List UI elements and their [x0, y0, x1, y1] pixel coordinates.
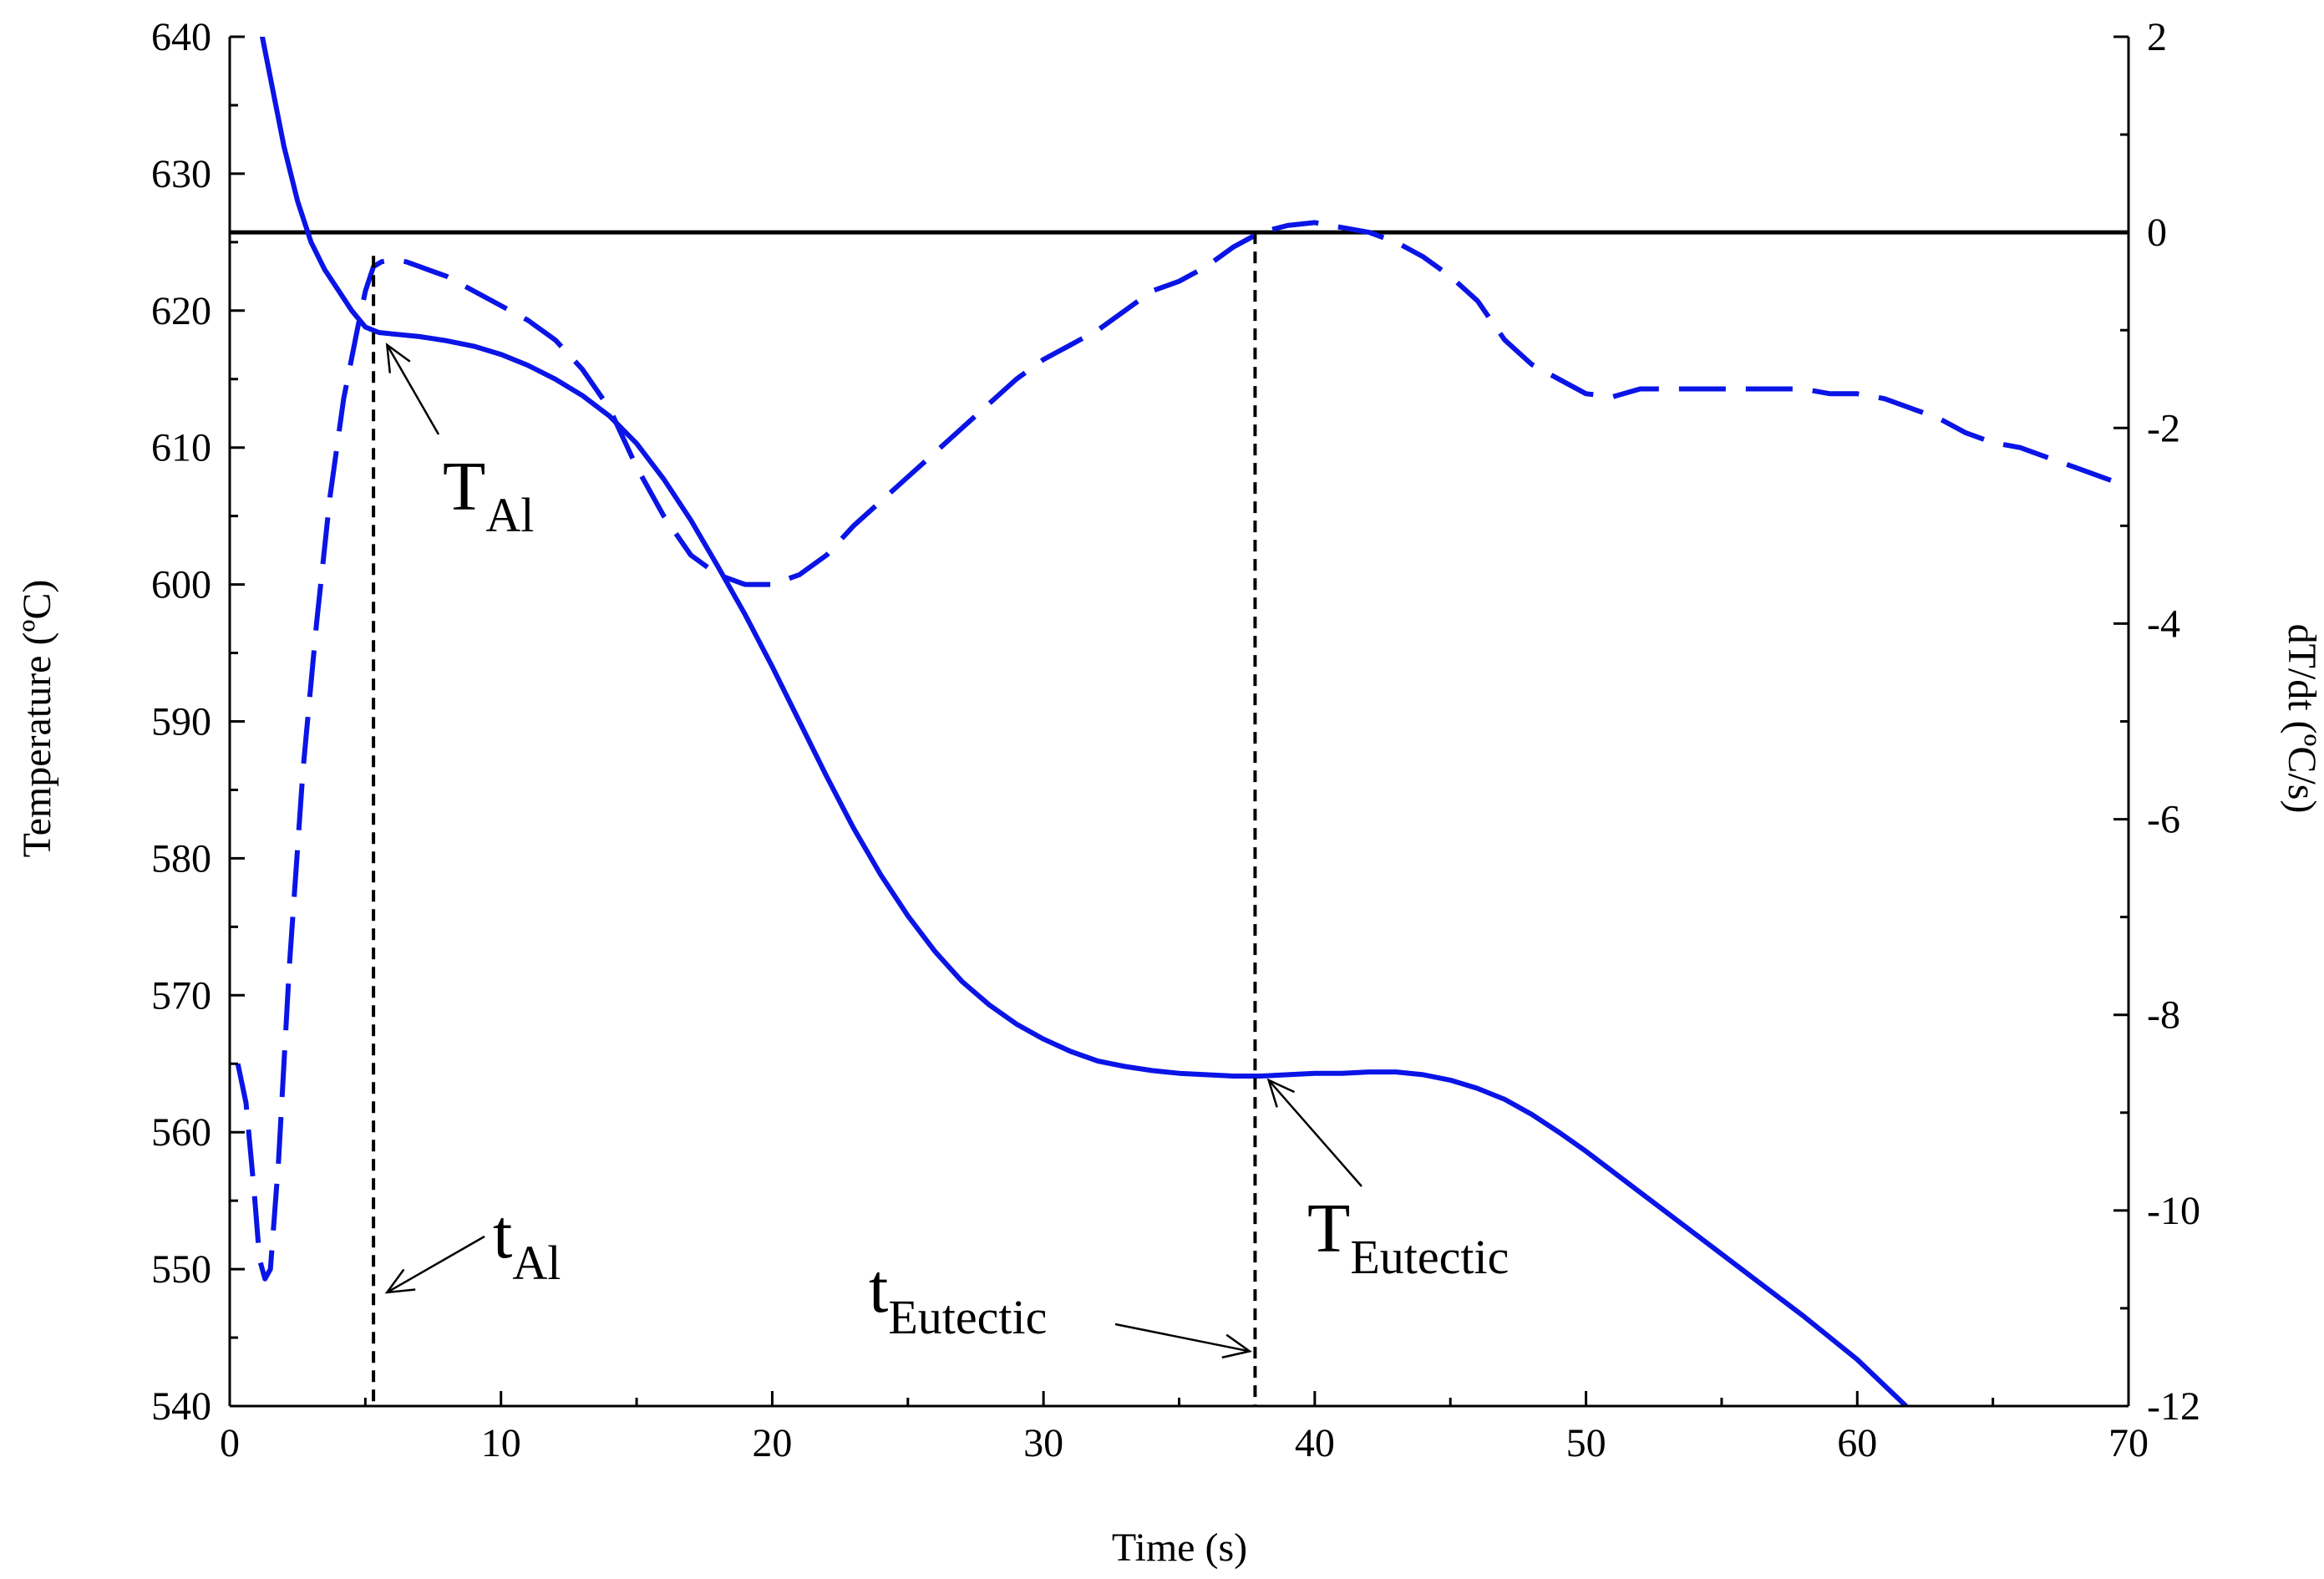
x-tick-label: 60 — [1837, 1421, 1877, 1465]
annotation-arrow-t-eutectic — [1267, 1079, 1362, 1187]
annotation-subscript: Al — [512, 1236, 561, 1290]
annotation-arrow-t-al — [386, 344, 440, 435]
annotation-arrow-t-al — [386, 1235, 485, 1294]
x-tick-label: 50 — [1566, 1421, 1606, 1465]
annotation-arrowhead-t-eutectic — [1266, 1078, 1296, 1108]
annotation-subscript: Eutectic — [1350, 1230, 1509, 1284]
y-tick-label: 590 — [151, 700, 211, 744]
y2-tick-label: 2 — [2147, 15, 2167, 59]
y2-tick-label: -2 — [2147, 406, 2180, 450]
y-tick-label: 570 — [151, 973, 211, 1018]
y-tick-label: 630 — [151, 152, 211, 196]
annotation-subscript: Eutectic — [888, 1290, 1047, 1344]
y2-tick-label: -8 — [2147, 993, 2180, 1038]
x-tick-label: 10 — [481, 1421, 521, 1465]
annotation-subscript: Al — [485, 488, 534, 542]
annotation-arrowhead-t-al — [385, 343, 411, 373]
annotation-arrowhead-t-al — [384, 1268, 416, 1294]
y-tick-label: 540 — [151, 1384, 211, 1429]
x-tick-label: 30 — [1023, 1421, 1063, 1465]
y-tick-label: 600 — [151, 563, 211, 607]
y-axis-title: Temperature (ºC) — [15, 580, 59, 858]
annotation-label-t-al: TAl — [443, 448, 534, 542]
y-tick-label: 620 — [151, 289, 211, 333]
annotation-main: t — [493, 1196, 512, 1273]
y2-tick-label: 0 — [2147, 211, 2167, 255]
annotation-main: t — [869, 1250, 888, 1328]
series-line-temperature — [259, 37, 1908, 1406]
x-tick-label: 70 — [2108, 1421, 2149, 1465]
annotation-arrowhead-t-eutectic — [1221, 1333, 1252, 1359]
y-tick-label: 580 — [151, 836, 211, 881]
annotation-arrow-t-eutectic — [1114, 1323, 1251, 1353]
annotation-main: T — [443, 448, 485, 525]
data-layer — [230, 37, 2129, 1406]
y-tick-label: 640 — [151, 15, 211, 59]
y2-tick-label: -6 — [2147, 798, 2180, 842]
y-tick-label: 610 — [151, 426, 211, 470]
y2-tick-label: -10 — [2147, 1189, 2200, 1233]
x-axis-title: Time (s) — [1112, 1526, 1247, 1570]
x-tick-label: 40 — [1295, 1421, 1335, 1465]
y2-tick-label: -4 — [2147, 602, 2180, 646]
y-tick-label: 550 — [151, 1247, 211, 1292]
y2-axis-title: dT/dt (ºC/s) — [2280, 624, 2324, 814]
x-tick-label: 20 — [752, 1421, 792, 1465]
annotation-label-t-eutectic: TEutectic — [1307, 1190, 1509, 1284]
annotation-main: T — [1307, 1190, 1350, 1267]
annotation-label-t-eutectic: tEutectic — [869, 1250, 1047, 1344]
series-line-dTdt — [235, 220, 2129, 1282]
y2-tick-label: -12 — [2147, 1384, 2200, 1429]
axes-layer: 0 10 20 30 40 50 60 705405505605705805906006106… — [151, 15, 2200, 1465]
annotation-label-t-al: tAl — [493, 1196, 561, 1290]
y-tick-label: 560 — [151, 1110, 211, 1155]
x-tick-label: 0 — [220, 1421, 240, 1465]
